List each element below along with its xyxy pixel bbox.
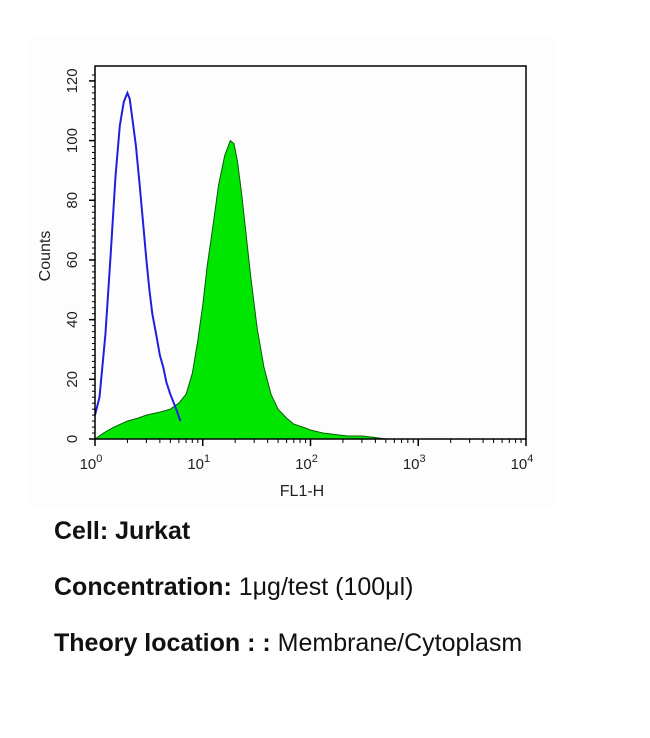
location-line: Theory location : : Membrane/Cytoplasm	[54, 629, 522, 658]
green-filled-histogram	[93, 139, 386, 440]
y-tick-label: 0	[64, 435, 81, 443]
cell-value: Jurkat	[115, 517, 191, 545]
location-label: Theory location : :	[54, 629, 271, 657]
y-axis-label: Counts	[37, 231, 54, 282]
x-tick-label: 103	[403, 453, 426, 473]
concentration-line: Concentration: 1μg/test (100μl)	[54, 573, 413, 602]
cell-label: Cell:	[54, 517, 109, 545]
y-tick-label: 40	[64, 311, 81, 328]
concentration-value: 1μg/test (100μl)	[238, 573, 414, 601]
blue-outline-histogram	[94, 90, 182, 422]
x-tick-label: 101	[187, 453, 210, 473]
cell-line: Cell: Jurkat	[54, 517, 190, 546]
concentration-label: Concentration:	[54, 573, 232, 601]
x-axis-label: FL1-H	[280, 483, 324, 500]
y-tick-label: 80	[64, 192, 81, 209]
y-tick-label: 20	[64, 371, 81, 388]
y-axis-ticks: 0 20 40 60 80 100 120	[64, 68, 95, 443]
x-tick-label: 100	[80, 453, 103, 473]
y-tick-label: 60	[64, 252, 81, 269]
y-tick-label: 120	[64, 68, 81, 93]
x-tick-label: 104	[511, 453, 534, 473]
x-tick-label: 102	[295, 453, 318, 473]
x-axis-ticks: 100 101 102 103 104	[80, 439, 534, 473]
histogram-chart: 0 20 40 60 80 100 120 100 101 102 103 104 Counts F…	[37, 65, 534, 500]
location-value: Membrane/Cytoplasm	[277, 629, 523, 657]
y-tick-label: 100	[64, 128, 81, 153]
